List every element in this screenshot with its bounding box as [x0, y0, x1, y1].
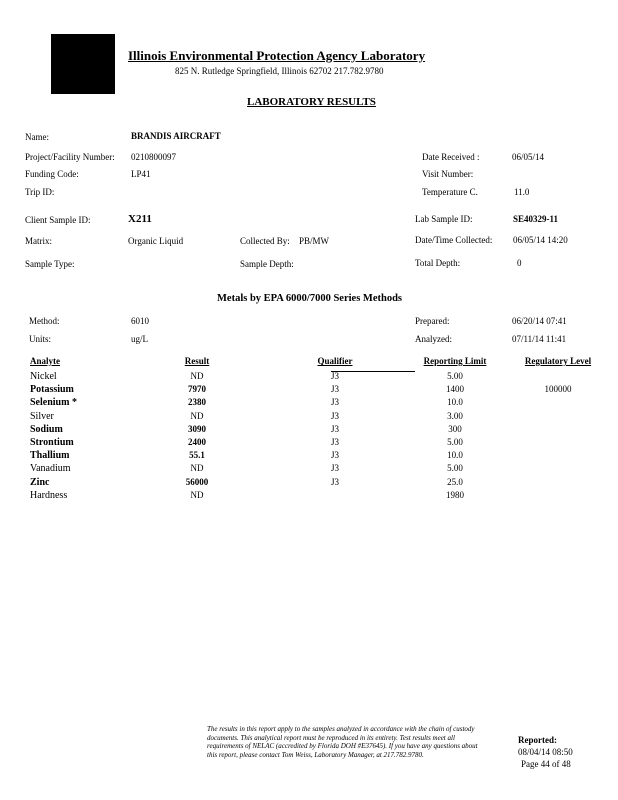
reported-label: Reported: — [518, 735, 557, 745]
cell-reporting-limit: 1400 — [446, 384, 464, 395]
prepared-value: 06/20/14 07:41 — [512, 316, 567, 326]
total-depth-value: 0 — [517, 258, 522, 268]
cell-reporting-limit: 5.00 — [447, 371, 463, 381]
date-received-label: Date Received : — [422, 152, 480, 162]
funding-value: LP41 — [131, 169, 151, 179]
cell-result: ND — [190, 489, 204, 500]
collected-by-value: PB/MW — [299, 236, 330, 246]
name-value: BRANDIS AIRCRAFT — [131, 131, 221, 141]
cell-analyte: Thallium — [30, 450, 70, 462]
cell-reporting-limit: 3.00 — [447, 410, 463, 421]
cell-qualifier: J3 — [330, 476, 340, 487]
cell-analyte: Strontium — [30, 437, 74, 448]
cell-result: 2400 — [188, 437, 206, 447]
cell-result: 3090 — [188, 423, 206, 434]
units-value: ug/L — [131, 334, 148, 344]
cell-qualifier: J3 — [330, 371, 340, 381]
cell-analyte: Vanadium — [30, 463, 71, 475]
analyzed-label: Analyzed: — [415, 334, 452, 344]
cell-reporting-limit: 25.0 — [447, 476, 463, 487]
header-reporting-limit: Reporting Limit — [423, 356, 487, 366]
cell-qualifier: J3 — [330, 450, 340, 461]
disclaimer: The results in this report apply to the … — [207, 725, 478, 759]
trip-label: Trip ID: — [25, 187, 55, 197]
matrix-label: Matrix: — [25, 236, 52, 246]
cell-qualifier: J3 — [330, 410, 340, 421]
section-title: Metals by EPA 6000/7000 Series Methods — [217, 293, 403, 304]
cell-result: ND — [190, 410, 204, 421]
reported-value: 08/04/14 08:50 — [518, 747, 573, 757]
temperature-label: Temperature C. — [422, 187, 478, 197]
client-id-value: X211 — [128, 213, 152, 225]
cell-analyte: Sodium — [30, 423, 63, 435]
lab-id-label: Lab Sample ID: — [415, 214, 473, 224]
agency-logo — [51, 34, 115, 94]
cell-analyte: Potassium — [30, 384, 74, 396]
method-label: Method: — [29, 316, 60, 326]
name-label: Name: — [25, 132, 49, 142]
cell-qualifier: J3 — [330, 397, 340, 408]
cell-reporting-limit: 10.0 — [447, 450, 463, 461]
sample-depth-label: Sample Depth: — [240, 259, 294, 269]
sample-type-label: Sample Type: — [25, 259, 75, 269]
header-qualifier: Qualifier — [317, 356, 353, 366]
project-label: Project/Facility Number: — [25, 152, 115, 162]
cell-reporting-limit: 5.00 — [447, 437, 463, 447]
collected-label: Date/Time Collected: — [415, 235, 493, 245]
header-analyte: Analyte — [30, 356, 60, 366]
cell-result: 55.1 — [189, 450, 205, 461]
visit-label: Visit Number: — [422, 169, 474, 179]
agency-address: 825 N. Rutledge Springfield, Illinois 62… — [175, 66, 384, 76]
cell-result: ND — [190, 371, 204, 381]
cell-qualifier: J3 — [330, 384, 340, 395]
cell-analyte: Silver — [30, 410, 54, 422]
method-value: 6010 — [131, 316, 149, 326]
collected-value: 06/05/14 14:20 — [513, 235, 568, 245]
report-title: LABORATORY RESULTS — [247, 96, 376, 108]
cell-regulatory-level: 100000 — [544, 384, 572, 395]
collected-by-label: Collected By: — [240, 236, 290, 246]
units-label: Units: — [29, 334, 52, 344]
lab-id-value: SE40329-11 — [513, 214, 559, 224]
cell-reporting-limit: 300 — [448, 423, 462, 434]
funding-label: Funding Code: — [25, 169, 79, 179]
agency-name: Illinois Environmental Protection Agency… — [128, 48, 426, 63]
temperature-value: 11.0 — [514, 187, 530, 197]
header-result: Result — [184, 356, 210, 366]
page-number: Page 44 of 48 — [521, 759, 571, 769]
cell-result: 56000 — [185, 476, 209, 487]
cell-reporting-limit: 1980 — [446, 489, 464, 500]
cell-reporting-limit: 10.0 — [447, 397, 463, 408]
cell-analyte: Nickel — [30, 371, 57, 382]
cell-qualifier: J3 — [330, 463, 340, 474]
cell-analyte: Zinc — [30, 476, 50, 488]
cell-reporting-limit: 5.00 — [447, 463, 463, 474]
cell-analyte: Selenium * — [30, 397, 77, 409]
project-value: 0210800097 — [131, 152, 176, 162]
header-rule — [331, 371, 415, 372]
cell-analyte: Hardness — [30, 489, 68, 501]
cell-qualifier: J3 — [330, 437, 340, 447]
cell-qualifier: J3 — [330, 423, 340, 434]
date-received-value: 06/05/14 — [512, 152, 545, 162]
matrix-value: Organic Liquid — [128, 236, 184, 246]
cell-result: 7970 — [188, 384, 206, 395]
analyzed-value: 07/11/14 11:41 — [512, 334, 567, 344]
header-regulatory-level: Regulatory Level — [524, 356, 592, 366]
total-depth-label: Total Depth: — [415, 258, 461, 268]
prepared-label: Prepared: — [415, 316, 450, 326]
cell-result: 2380 — [188, 397, 206, 408]
cell-result: ND — [190, 463, 204, 474]
client-id-label: Client Sample ID: — [25, 215, 91, 225]
